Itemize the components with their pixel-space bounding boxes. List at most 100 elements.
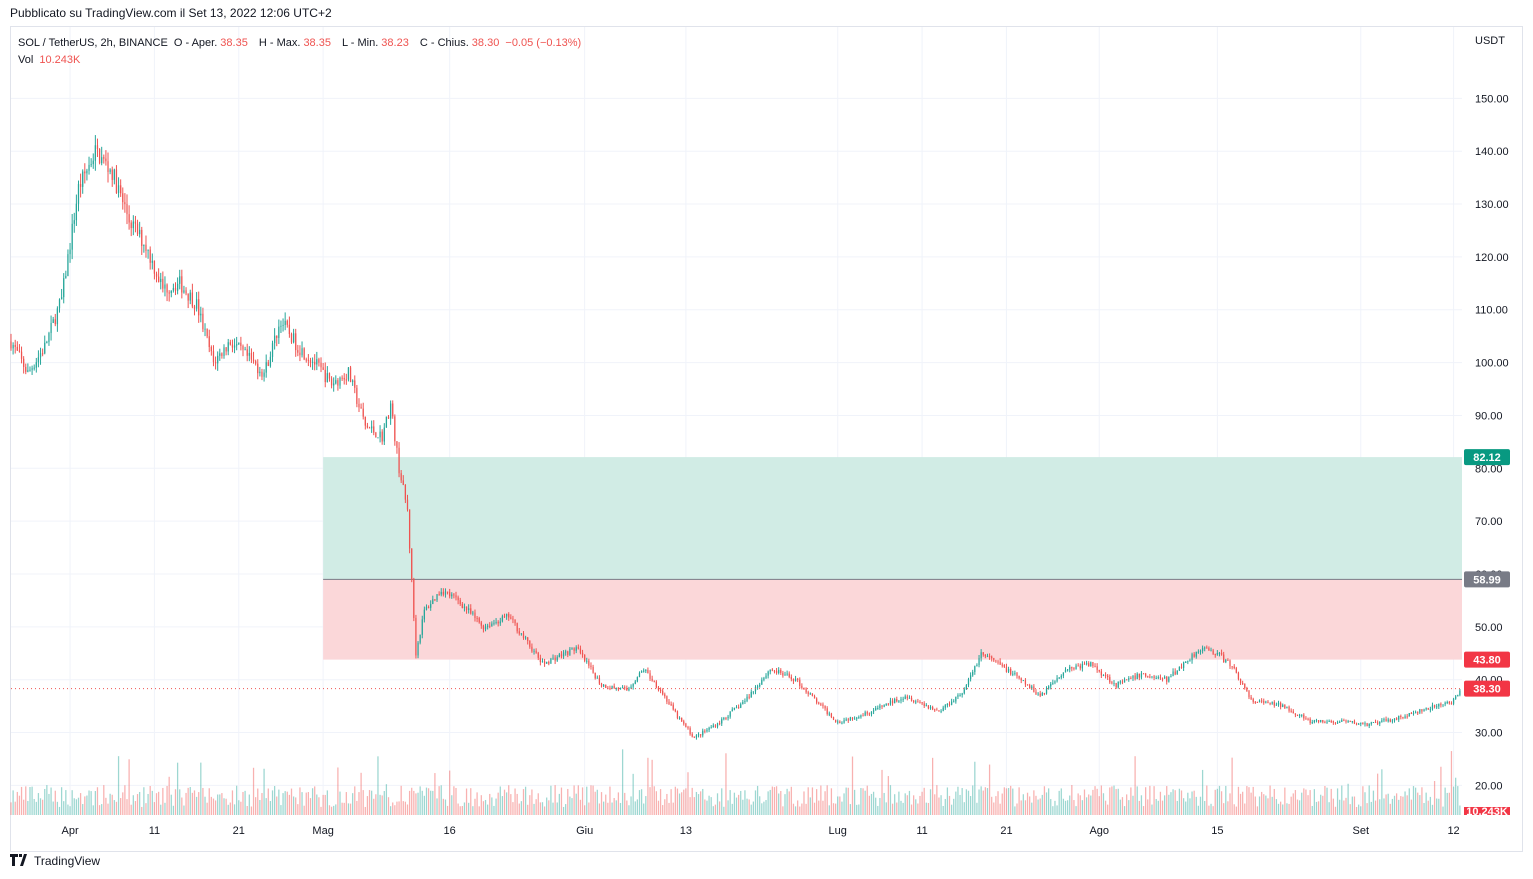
volume-bar [305, 792, 307, 815]
candle-body [257, 363, 259, 374]
volume-bar [436, 798, 438, 815]
candle-body [649, 673, 651, 679]
candle-body [1170, 676, 1172, 678]
volume-bar [1317, 801, 1320, 815]
volume-bar [849, 804, 852, 815]
volume-bar [1007, 788, 1010, 815]
volume-bar [1448, 792, 1450, 815]
volume-bar [120, 798, 122, 815]
volume-bar [1455, 777, 1457, 815]
candle-body [664, 694, 666, 697]
symbol-label[interactable]: SOL / TetherUS, 2h, BINANCE [18, 37, 168, 49]
volume-bar [1436, 798, 1438, 815]
candle-body [1012, 673, 1014, 675]
volume-bar [1136, 786, 1138, 815]
volume-bar [1242, 791, 1244, 815]
chart-frame[interactable] [10, 26, 1523, 852]
volume-bar [961, 788, 963, 815]
candle-body [891, 700, 894, 704]
candle-body [790, 676, 792, 680]
candle-body [792, 679, 795, 682]
candle-body [387, 416, 390, 419]
volume-bar [906, 795, 908, 815]
candle-body [845, 719, 847, 721]
candle-body [638, 672, 641, 678]
volume-bar [1383, 798, 1385, 815]
footer[interactable]: TradingView [10, 852, 100, 870]
candle-body [170, 290, 172, 294]
tradingview-brand[interactable]: TradingView [34, 854, 101, 868]
change-value: −0.05 (−0.13%) [505, 37, 582, 49]
volume-bar [98, 805, 101, 815]
volume-bar [195, 796, 198, 815]
volume-bar [208, 788, 210, 815]
volume-bar [1161, 800, 1164, 815]
candle-body [261, 371, 263, 377]
volume-bar [48, 793, 50, 815]
volume-bar [877, 805, 879, 815]
volume-bar [377, 756, 379, 815]
candle-body [444, 591, 447, 595]
volume-bar [1195, 796, 1197, 815]
candle-body [417, 642, 419, 656]
candle-body [1457, 695, 1459, 697]
volume-bar [1024, 800, 1027, 815]
volume-bar [373, 798, 375, 815]
volume-bar [221, 793, 223, 815]
candle-body [65, 275, 67, 279]
candle-body [69, 249, 71, 255]
candle-body [250, 352, 253, 360]
candle-body [136, 223, 139, 235]
candle-body [187, 293, 189, 301]
volume-bar [1250, 792, 1252, 815]
volume-bar [1438, 798, 1440, 815]
candle-body [988, 656, 991, 658]
volume-bar [162, 787, 164, 815]
candle-body [976, 665, 978, 667]
volume-bar [366, 796, 369, 815]
volume-bar [46, 785, 48, 815]
candle-body [103, 157, 105, 159]
volume-bar [733, 792, 736, 815]
volume-bar [1440, 766, 1442, 815]
candle-body [944, 705, 946, 708]
candle-body [217, 355, 219, 364]
volume-bar [478, 806, 480, 815]
volume-bar [417, 792, 419, 815]
volume-bar [1185, 801, 1187, 815]
candle-body [101, 157, 103, 164]
candle-body [948, 703, 951, 705]
volume-bar [685, 788, 687, 815]
volume-bar [1210, 803, 1212, 815]
candle-body [980, 652, 982, 659]
volume-bar [67, 804, 69, 815]
volume-bar [805, 803, 807, 815]
candle-body [282, 324, 284, 326]
candle-body [761, 679, 763, 685]
candle-body [959, 694, 961, 696]
candle-body [130, 222, 132, 229]
volume-bar [1140, 795, 1143, 815]
volume-bar [503, 789, 506, 815]
volume-bar [596, 789, 598, 815]
volume-bar [324, 794, 326, 815]
candle-body [206, 328, 208, 337]
tradingview-logo-icon[interactable] [10, 853, 30, 869]
candle-body [1182, 662, 1185, 668]
candle-body [590, 665, 592, 667]
volume-bar [908, 790, 911, 815]
candle-body [71, 223, 73, 250]
candle-body [463, 606, 466, 608]
candle-body [647, 670, 649, 674]
volume-bar [900, 800, 902, 815]
candle-body [320, 362, 322, 368]
candle-body [531, 646, 533, 652]
candle-body [499, 621, 501, 624]
volume-bar [1216, 788, 1218, 815]
volume-bar [904, 793, 906, 815]
volume-bar [39, 798, 42, 815]
candle-body [725, 717, 727, 719]
volume-bar [672, 802, 674, 815]
candle-body [934, 709, 936, 711]
